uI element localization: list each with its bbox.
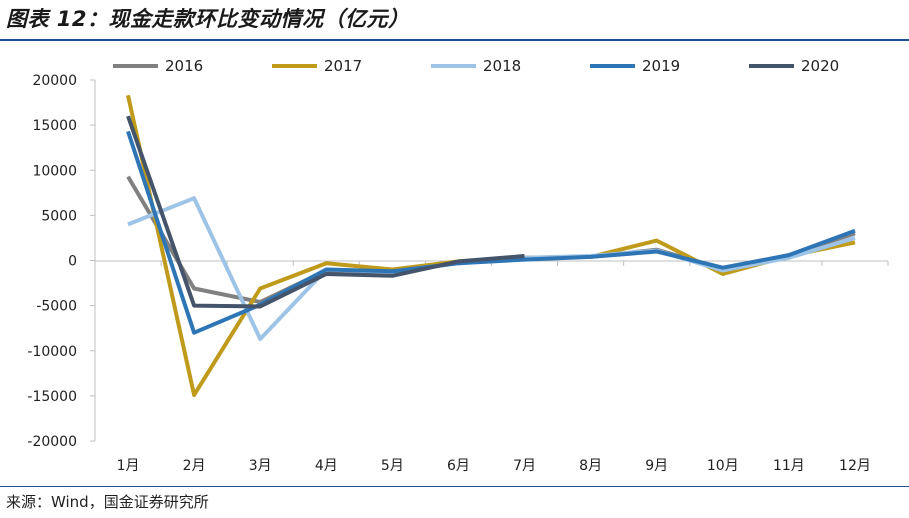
- footer-divider: [0, 486, 909, 487]
- x-tick-label: 12月: [839, 458, 871, 474]
- y-tick-label: -5000: [36, 299, 77, 315]
- x-tick-label: 1月: [117, 458, 140, 474]
- chart-axes: 20000 15000 10000 5000 0 -5000 -10000 -15000 -20…: [27, 73, 889, 474]
- y-tick-label: -15000: [27, 389, 77, 405]
- line-chart: 20000 15000 10000 5000 0 -5000 -10000 -15000 -20…: [27, 57, 889, 474]
- y-tick-label: -10000: [27, 344, 77, 360]
- x-tick-label: 10月: [707, 458, 739, 474]
- x-tick-label: 3月: [249, 458, 272, 474]
- source-note: 来源：Wind，国金证券研究所: [6, 493, 209, 511]
- x-tick-label: 9月: [645, 458, 668, 474]
- chart-legend: 2016 2017 2018 2019 2020: [113, 57, 839, 75]
- x-tick-label: 8月: [579, 458, 602, 474]
- title-divider: [0, 39, 909, 41]
- legend-label-2019: 2019: [642, 57, 680, 75]
- x-tick-label: 2月: [183, 458, 206, 474]
- y-tick-label: 5000: [41, 208, 77, 224]
- series-line-2017: [126, 94, 856, 397]
- figure-title: 图表 12：现金走款环比变动情况（亿元）: [6, 7, 410, 31]
- x-tick-label: 4月: [315, 458, 338, 474]
- x-tick-label: 5月: [381, 458, 404, 474]
- series-line-2020: [126, 115, 525, 309]
- legend-label-2020: 2020: [801, 57, 839, 75]
- chart-series: [126, 94, 856, 397]
- legend-label-2018: 2018: [483, 57, 521, 75]
- legend-label-2016: 2016: [165, 57, 203, 75]
- y-tick-label: 10000: [32, 163, 77, 179]
- y-tick-label: 20000: [32, 73, 77, 89]
- series-line-2019: [126, 130, 856, 335]
- x-tick-label: 7月: [513, 458, 536, 474]
- x-tick-label: 6月: [447, 458, 470, 474]
- x-tick-label: 11月: [773, 458, 805, 474]
- legend-label-2017: 2017: [324, 57, 362, 75]
- y-tick-label: 0: [68, 254, 77, 270]
- series-line-2016: [126, 175, 856, 304]
- y-tick-label: 15000: [32, 118, 77, 134]
- y-tick-label: -20000: [27, 434, 77, 450]
